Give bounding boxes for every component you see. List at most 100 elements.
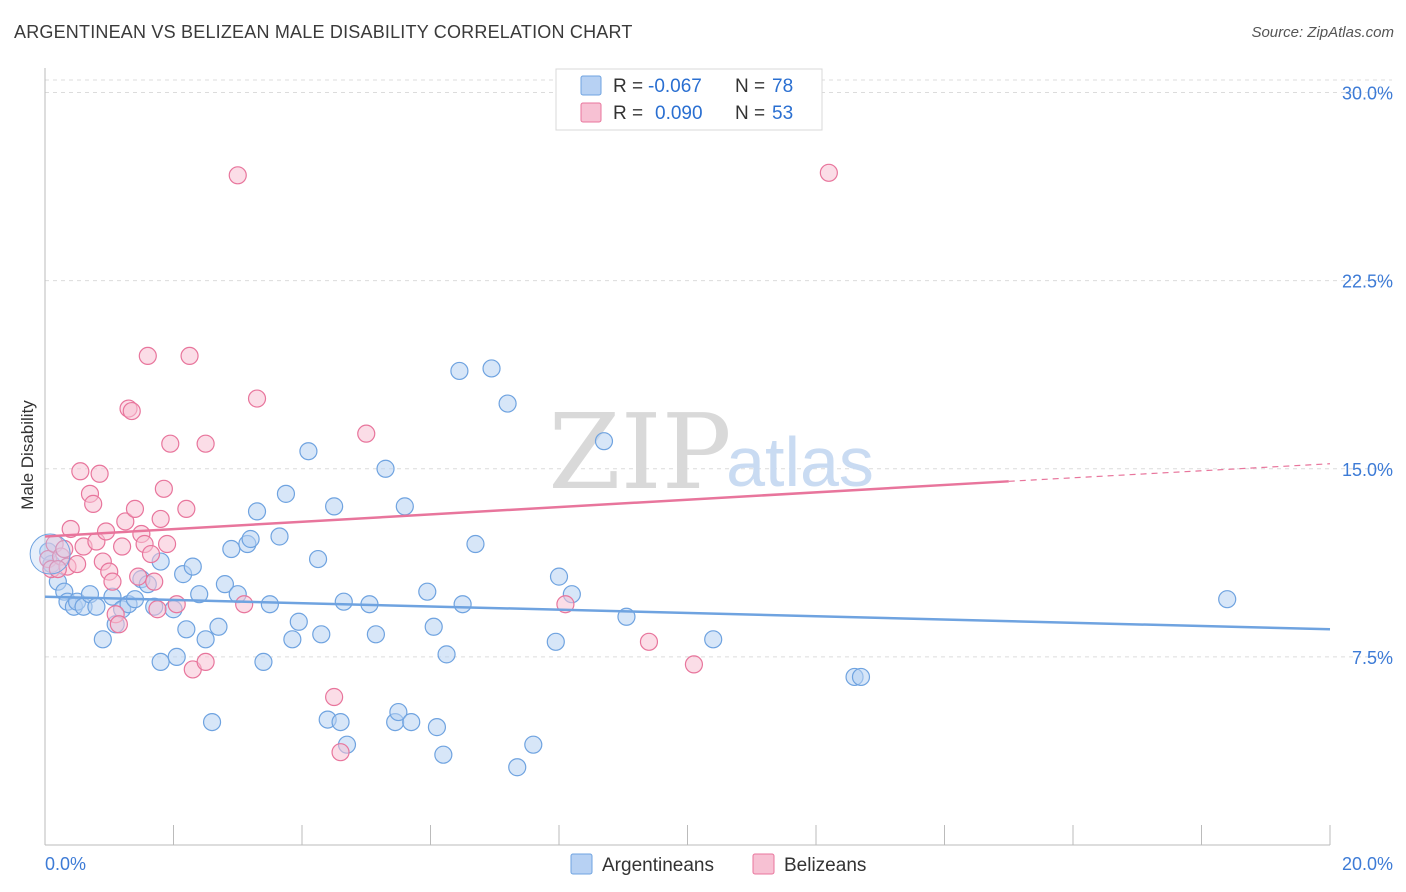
point-argentineans — [93, 630, 112, 649]
point-argentineans — [222, 539, 241, 559]
point-argentineans — [427, 718, 447, 737]
stats-box: R = -0.067 N = 78 R = 0.090 N = 53 — [555, 68, 823, 131]
point-belizeans — [161, 434, 180, 453]
point-belizeans — [125, 499, 145, 519]
chart-title: ARGENTINEAN VS BELIZEAN MALE DISABILITY … — [14, 22, 633, 42]
point-argentineans — [402, 712, 421, 732]
point-belizeans — [247, 389, 267, 408]
point-belizeans — [138, 346, 157, 366]
point-argentineans — [177, 620, 196, 639]
point-argentineans — [851, 667, 871, 687]
point-argentineans — [151, 652, 170, 672]
point-belizeans — [103, 572, 122, 591]
stats-n-label-1: N = — [735, 76, 765, 97]
axes — [44, 68, 1331, 846]
point-belizeans — [154, 479, 173, 498]
point-belizeans — [112, 537, 132, 556]
point-belizeans — [148, 600, 167, 619]
stats-swatch-belizeans — [580, 102, 602, 123]
trend-lines — [44, 463, 1331, 631]
point-belizeans — [129, 567, 148, 586]
point-argentineans — [183, 557, 202, 576]
stats-r-label-2: R = — [613, 103, 643, 124]
point-belizeans — [819, 163, 838, 182]
point-argentineans — [482, 359, 501, 378]
stats-n-value-2: 53 — [772, 103, 793, 124]
point-belizeans — [68, 554, 87, 574]
point-argentineans — [87, 597, 106, 616]
point-argentineans — [308, 549, 328, 569]
point-argentineans — [434, 745, 453, 764]
point-argentineans — [276, 484, 296, 503]
stats-n-label-2: N = — [735, 103, 765, 124]
legend-label-argentineans: Argentineans — [602, 855, 714, 876]
point-belizeans — [180, 346, 199, 366]
point-argentineans — [437, 645, 456, 664]
point-belizeans — [141, 544, 161, 564]
grid-lines — [45, 79, 1392, 658]
point-argentineans — [241, 529, 260, 549]
stats-n-value-1: 78 — [772, 76, 793, 97]
point-argentineans — [283, 630, 302, 649]
point-belizeans — [235, 595, 254, 614]
y-tick-label: 15.0% — [1342, 460, 1393, 480]
point-belizeans — [331, 743, 350, 762]
point-argentineans — [524, 735, 543, 754]
point-argentineans — [270, 527, 289, 546]
point-argentineans — [508, 758, 527, 777]
stats-r-value-1: -0.067 — [648, 76, 702, 97]
point-argentineans — [498, 394, 517, 413]
point-belizeans — [71, 462, 90, 481]
point-argentineans — [254, 652, 273, 672]
source-label: Source: ZipAtlas.com — [1251, 24, 1394, 41]
legend-swatch-argentineans — [570, 853, 593, 875]
point-argentineans — [202, 712, 222, 732]
watermark: ZIP atlas — [548, 391, 874, 513]
point-argentineans — [334, 592, 353, 611]
point-belizeans — [145, 572, 164, 591]
data-points — [29, 163, 1237, 777]
point-argentineans — [424, 617, 443, 636]
point-argentineans — [418, 582, 437, 601]
point-belizeans — [177, 499, 196, 519]
point-argentineans — [167, 647, 186, 666]
point-argentineans — [366, 625, 385, 644]
point-cluster-argentineans — [29, 533, 71, 575]
point-argentineans — [289, 612, 308, 631]
stats-r-label-1: R = — [613, 76, 643, 97]
y-tick-label: 7.5% — [1352, 648, 1393, 668]
point-belizeans — [84, 494, 103, 513]
stats-swatch-argentineans — [580, 75, 602, 96]
point-argentineans — [546, 632, 565, 651]
point-belizeans — [357, 424, 376, 443]
tick-labels: 7.5% 15.0% 22.5% 30.0% 0.0% 20.0% — [45, 84, 1393, 874]
x-tick-label-max: 20.0% — [1342, 854, 1393, 874]
watermark-atlas: atlas — [726, 423, 874, 501]
point-argentineans — [395, 497, 414, 516]
point-argentineans — [247, 502, 267, 521]
watermark-zip: ZIP — [548, 391, 731, 513]
point-argentineans — [325, 497, 344, 516]
point-argentineans — [299, 442, 318, 461]
point-belizeans — [684, 655, 704, 674]
point-argentineans — [549, 567, 569, 586]
point-belizeans — [556, 595, 575, 614]
point-belizeans — [228, 166, 247, 185]
trend-line-ext-belizeans — [1008, 463, 1331, 482]
point-argentineans — [594, 432, 614, 451]
trend-line-argentineans — [44, 595, 1331, 631]
point-belizeans — [157, 534, 177, 554]
point-argentineans — [196, 630, 215, 649]
point-belizeans — [90, 464, 109, 483]
point-belizeans — [122, 401, 141, 421]
legend: Argentineans Belizeans — [570, 853, 866, 876]
y-tick-label: 22.5% — [1342, 272, 1393, 292]
point-belizeans — [325, 687, 344, 707]
point-argentineans — [1218, 590, 1237, 609]
point-argentineans — [389, 702, 408, 722]
point-belizeans — [151, 509, 170, 529]
point-argentineans — [450, 361, 469, 381]
point-argentineans — [312, 625, 331, 644]
trend-line-belizeans — [44, 480, 1009, 538]
stats-r-value-2: 0.090 — [655, 103, 703, 124]
